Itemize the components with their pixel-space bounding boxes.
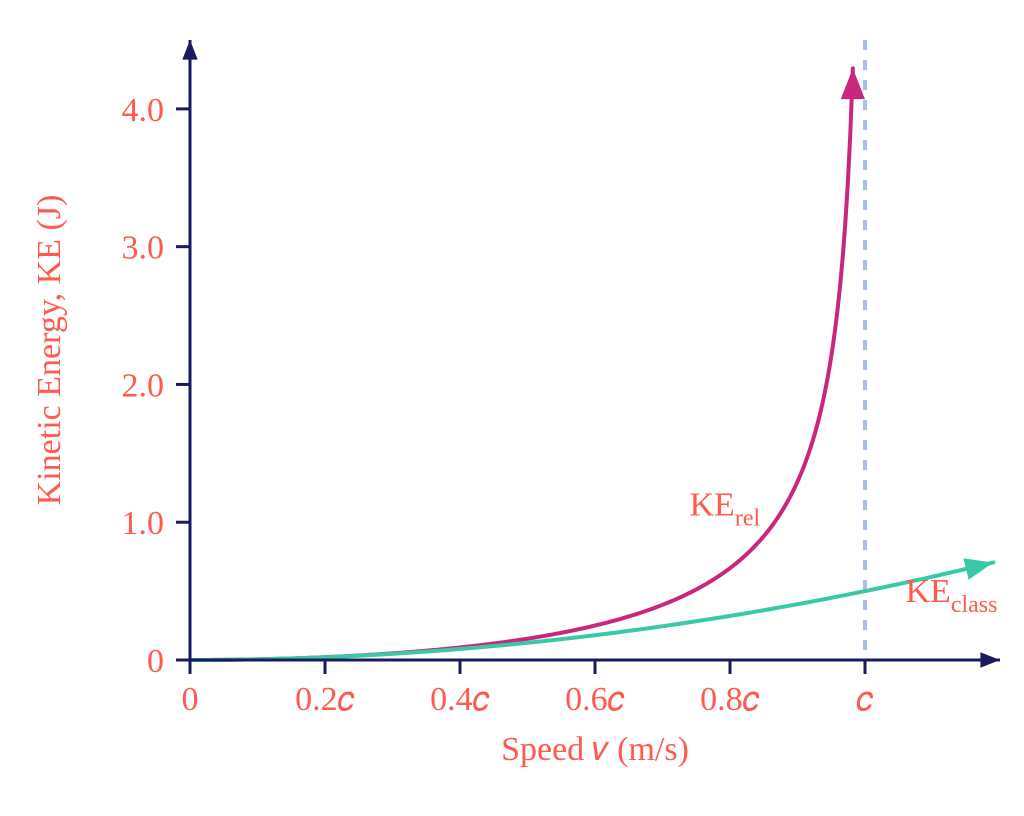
y-tick-label: 1.0 bbox=[122, 505, 165, 542]
x-tick-label: 0.2𝑐 bbox=[295, 681, 355, 718]
x-tick-label: 𝑐 bbox=[856, 681, 873, 718]
x-tick-label: 0.4𝑐 bbox=[430, 681, 490, 718]
x-tick-label: 0.6𝑐 bbox=[565, 681, 625, 718]
curve-label-ke_rel: KErel bbox=[690, 486, 761, 531]
y-tick-label: 0 bbox=[147, 643, 164, 680]
x-axis-label: Speed 𝑣 (m/s) bbox=[501, 731, 689, 768]
y-tick-label: 2.0 bbox=[122, 367, 165, 404]
x-tick-label: 0 bbox=[182, 681, 199, 718]
kinetic-energy-chart: KErel KEclass 0 1.0 2.0 3.0 4.0 0 0.2𝑐 0.4𝑐 0.6𝑐 0.… bbox=[0, 0, 1024, 816]
curve-arrow-ke_class bbox=[963, 552, 995, 580]
chart-svg: KErel KEclass 0 1.0 2.0 3.0 4.0 0 0.2𝑐 0.4𝑐 0.6𝑐 0.… bbox=[0, 0, 1024, 816]
x-axis-arrow bbox=[980, 652, 1000, 667]
x-tick-label: 0.8𝑐 bbox=[700, 681, 760, 718]
curve-label-ke_class: KEclass bbox=[906, 573, 998, 618]
y-tick-label: 4.0 bbox=[122, 92, 165, 129]
y-tick-label: 3.0 bbox=[122, 230, 165, 267]
curve-arrow-ke_rel bbox=[841, 68, 865, 99]
curve-ke_class bbox=[190, 562, 993, 660]
curve-ke_rel bbox=[190, 68, 853, 660]
y-axis-label: Kinetic Energy, KE (J) bbox=[31, 195, 68, 506]
y-axis-arrow bbox=[182, 40, 197, 60]
